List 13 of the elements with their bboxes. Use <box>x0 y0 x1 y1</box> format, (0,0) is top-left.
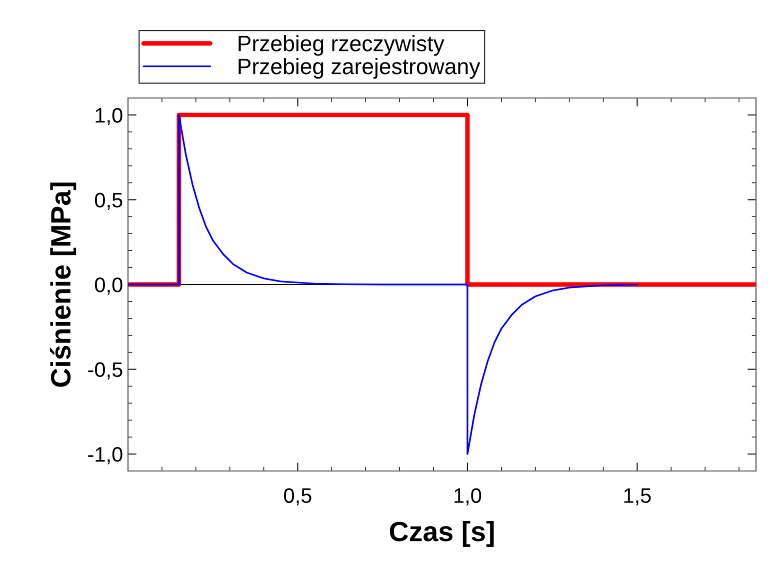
y-tick-label: -0,5 <box>88 362 122 380</box>
y-tick-label: 0,5 <box>94 192 122 210</box>
x-tick-label: 0,5 <box>284 488 312 506</box>
y-tick-label: -1,0 <box>88 447 122 464</box>
y-tick-label: 0,0 <box>94 278 122 295</box>
legend-label: Przebieg zarejestrowany <box>238 58 480 79</box>
y-tick-label: 1,0 <box>96 108 122 126</box>
legend-label: Przebieg rzeczywisty <box>238 35 444 56</box>
x-tick-label: 1,5 <box>624 488 651 506</box>
y-axis-title: Ciśnienie [MPa] <box>50 182 76 387</box>
line-series <box>128 114 638 455</box>
x-tick-label: 1,0 <box>454 488 482 506</box>
x-axis-title: Czas [s] <box>390 520 494 547</box>
